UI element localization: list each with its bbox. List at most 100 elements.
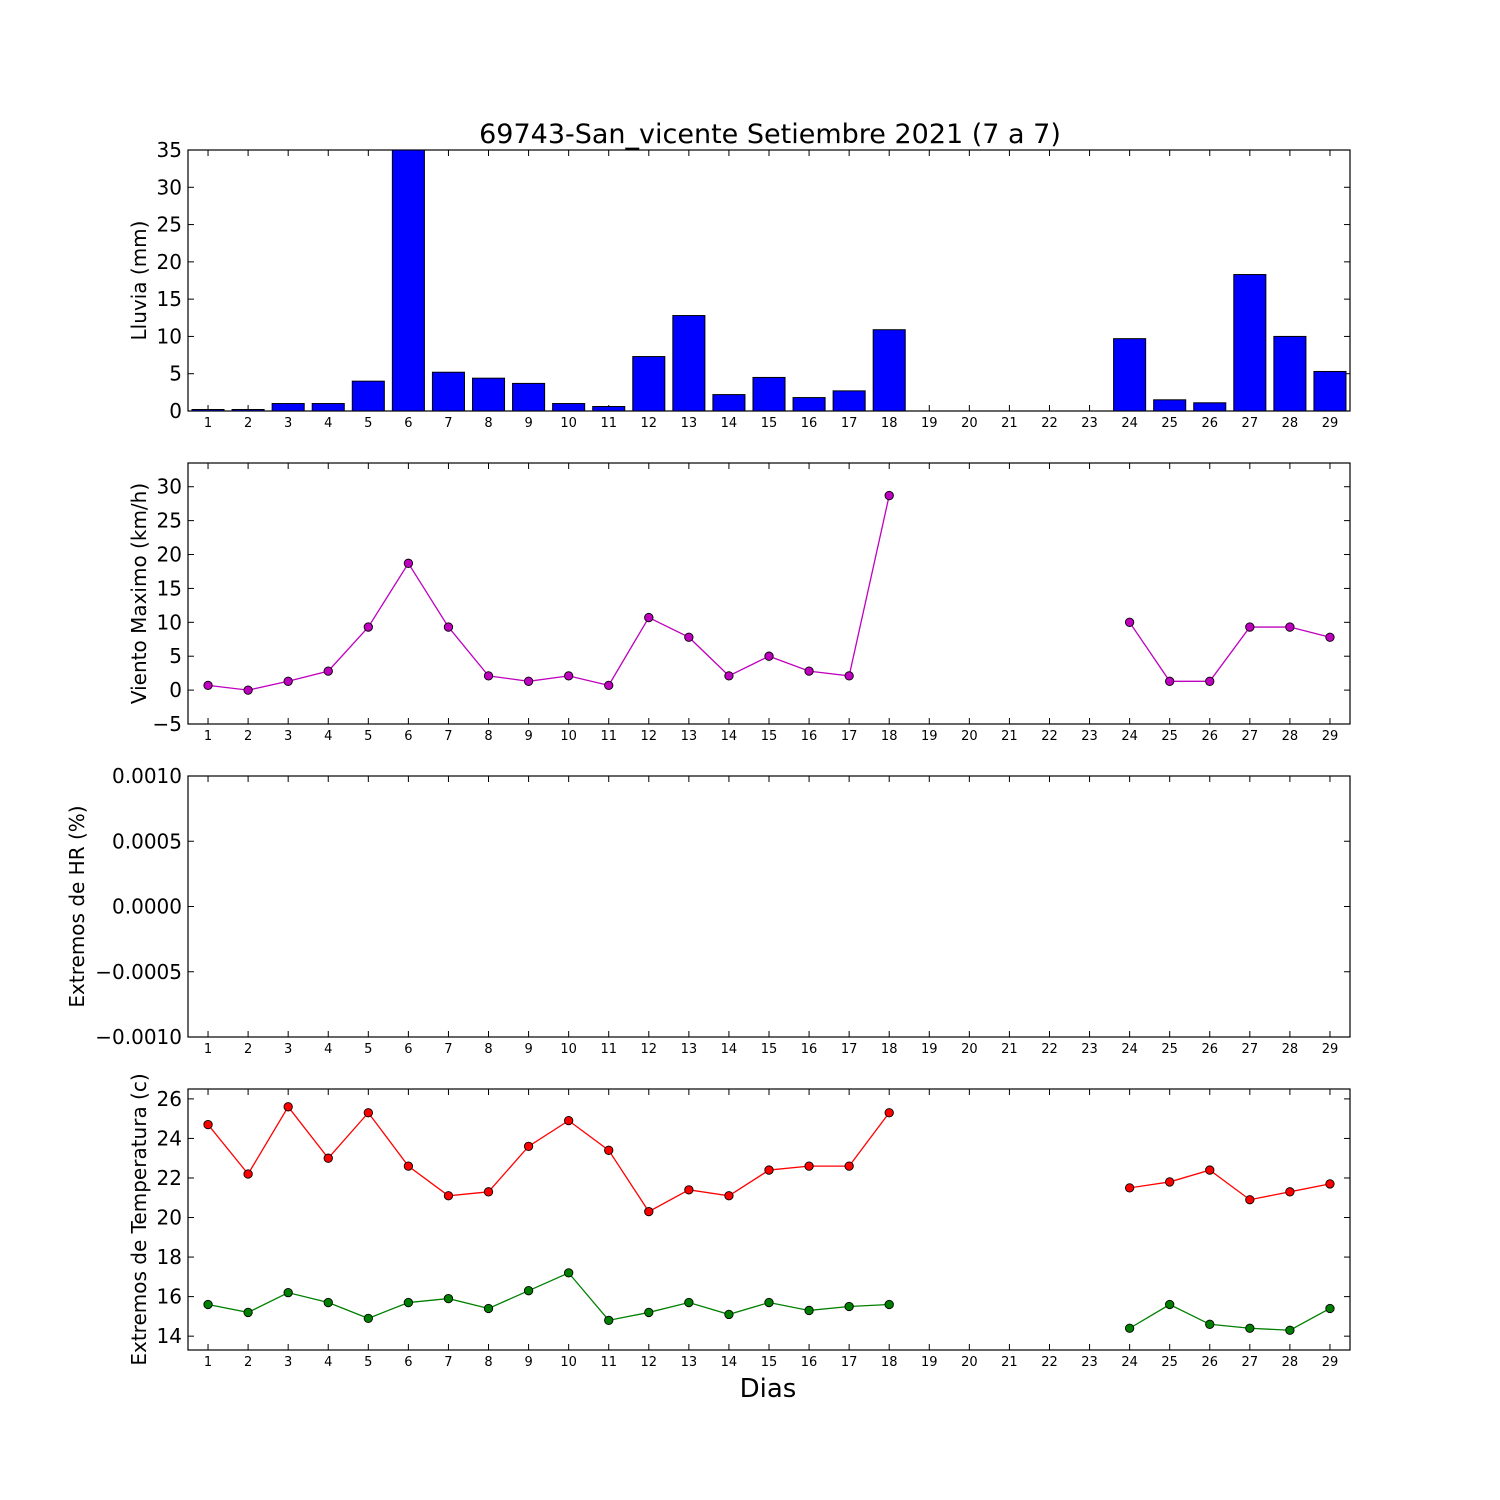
temp-min-point <box>203 1299 213 1310</box>
temp-xtick-label: 2 <box>244 1355 252 1370</box>
temp-min-point <box>604 1315 614 1325</box>
rain-xtick-label: 24 <box>1121 416 1138 431</box>
temp-max-point <box>724 1191 734 1201</box>
wind-xtick-label: 12 <box>641 729 658 744</box>
wind-xtick-label: 4 <box>324 729 332 744</box>
rain-bar <box>391 149 425 412</box>
rain-bar <box>592 406 626 412</box>
temp-xtick-label: 10 <box>560 1355 577 1370</box>
rain-bar <box>191 409 225 412</box>
rain-ytick-label: 5 <box>169 362 182 386</box>
rain-xtick-label: 2 <box>244 416 252 431</box>
wind-ytick-label: 30 <box>157 475 182 499</box>
wind-plot-frame <box>187 462 1351 725</box>
temp-ytick-label: 22 <box>157 1166 182 1190</box>
wind-ytick-label: −5 <box>153 712 182 736</box>
rain-bar <box>1113 338 1147 412</box>
wind-ytick-label: 5 <box>169 644 182 668</box>
temp-ytick-label: 26 <box>157 1087 182 1111</box>
temp-xtick-label: 29 <box>1322 1355 1339 1370</box>
wind-xtick-label: 22 <box>1041 729 1058 744</box>
rain-ytick-label: 20 <box>157 250 182 274</box>
wind-xtick-label: 6 <box>404 729 412 744</box>
temp-max-point <box>483 1187 494 1197</box>
temp-min-point <box>443 1293 454 1304</box>
wind-ytick-label: 10 <box>157 610 182 634</box>
temp-max-point <box>684 1185 694 1195</box>
x-axis-label: Dias <box>740 1374 797 1404</box>
temp-xtick-label: 25 <box>1161 1355 1178 1370</box>
rain-bar <box>351 380 385 412</box>
wind-max-point <box>363 622 373 632</box>
hr-xtick-label: 25 <box>1161 1042 1178 1057</box>
hr-xtick-label: 22 <box>1041 1042 1058 1057</box>
temp-xtick-label: 24 <box>1121 1355 1138 1370</box>
hr-y-axis-label: Extremos de HR (%) <box>65 805 89 1007</box>
temp-min-point <box>1165 1299 1175 1310</box>
temp-min-point <box>243 1307 253 1318</box>
temp-ytick-label: 20 <box>157 1206 182 1230</box>
rain-ytick-label: 0 <box>169 399 182 423</box>
temp-xtick-label: 22 <box>1041 1355 1058 1370</box>
temp-min-point <box>564 1268 574 1278</box>
wind-max-point <box>523 676 534 686</box>
temp-min-point <box>283 1288 293 1298</box>
wind-xtick-label: 8 <box>484 729 492 744</box>
hr-xtick-label: 10 <box>560 1042 577 1057</box>
figure-title: 69743-San_vicente Setiembre 2021 (7 a 7) <box>479 119 1061 150</box>
rain-ytick-label: 15 <box>157 287 182 311</box>
temp-xtick-label: 18 <box>881 1355 898 1370</box>
wind-max-point <box>1325 632 1335 642</box>
wind-max-point <box>483 671 494 681</box>
rain-bar <box>1313 370 1347 412</box>
temp-min-point <box>323 1297 333 1308</box>
wind-xtick-label: 2 <box>244 729 252 744</box>
rain-xtick-label: 7 <box>444 416 452 431</box>
hr-ytick-label: −0.0005 <box>95 960 182 984</box>
rain-xtick-label: 14 <box>721 416 738 431</box>
wind-max-point <box>243 685 253 695</box>
rain-bar <box>712 394 746 412</box>
wind-max-point <box>604 680 614 691</box>
wind-xtick-label: 9 <box>524 729 532 744</box>
wind-xtick-label: 28 <box>1282 729 1299 744</box>
temp-max-point <box>523 1141 534 1151</box>
temp-min-point <box>1245 1323 1255 1333</box>
rain-y-axis-label: Lluvia (mm) <box>127 221 151 341</box>
wind-max-point <box>403 558 414 568</box>
temp-xtick-label: 9 <box>524 1355 532 1370</box>
rain-xtick-label: 20 <box>961 416 978 431</box>
temp-max-point <box>844 1161 854 1171</box>
temp-ytick-label: 24 <box>157 1126 182 1150</box>
wind-xtick-label: 29 <box>1322 729 1339 744</box>
wind-max-point <box>644 612 654 623</box>
wind-max-point <box>804 666 814 676</box>
hr-xtick-label: 24 <box>1121 1042 1138 1057</box>
temp-max-point <box>243 1169 253 1179</box>
temp-xtick-label: 11 <box>600 1355 617 1370</box>
wind-xtick-label: 3 <box>284 729 292 744</box>
wind-max-point <box>564 671 574 681</box>
wind-xtick-label: 20 <box>961 729 978 744</box>
wind-max-series <box>203 490 1335 695</box>
temp-max-point <box>283 1102 293 1112</box>
wind-ytick-label: 25 <box>157 509 182 533</box>
rain-bar <box>632 356 666 412</box>
wind-max-point <box>1245 622 1255 632</box>
rain-plot-frame <box>187 149 1351 412</box>
temp-max-point <box>363 1108 373 1118</box>
temp-max-series <box>203 1102 1335 1217</box>
rain-bar <box>752 376 786 412</box>
temp-max-point <box>1285 1187 1295 1197</box>
temp-xtick-label: 27 <box>1242 1355 1259 1370</box>
wind-xtick-label: 25 <box>1161 729 1178 744</box>
wind-xtick-label: 17 <box>841 729 858 744</box>
wind-xtick-label: 15 <box>761 729 778 744</box>
rain-xtick-label: 4 <box>324 416 332 431</box>
temp-xtick-label: 26 <box>1201 1355 1218 1370</box>
wind-max-point <box>884 490 894 501</box>
rain-bar <box>512 382 546 412</box>
temp-ytick-label: 16 <box>157 1285 182 1309</box>
wind-xtick-label: 16 <box>801 729 818 744</box>
rain-ytick-label: 35 <box>157 138 182 162</box>
